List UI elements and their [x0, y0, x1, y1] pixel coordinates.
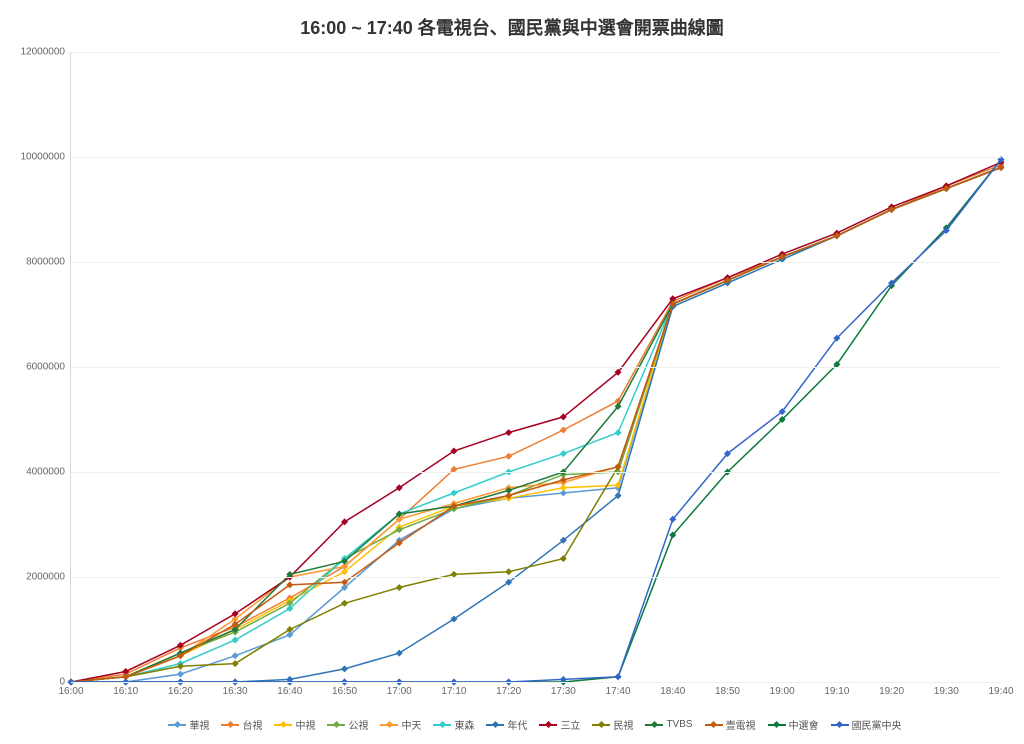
gridline-h [71, 157, 1001, 158]
gridline-h [71, 472, 1001, 473]
legend-item: 壹電視 [705, 717, 756, 732]
series-line [71, 160, 1001, 682]
gridline-h [71, 52, 1001, 53]
legend-swatch [831, 724, 849, 726]
gridline-h [71, 577, 1001, 578]
y-axis-label: 12000000 [21, 47, 72, 58]
series-marker [396, 584, 403, 591]
legend-swatch [168, 724, 186, 726]
legend-swatch [768, 724, 786, 726]
series-marker [177, 671, 184, 678]
legend-item: 東森 [433, 717, 474, 732]
legend-item: 年代 [486, 717, 527, 732]
series-marker [341, 600, 348, 607]
legend-swatch [380, 724, 398, 726]
legend-swatch [705, 724, 723, 726]
y-axis-label: 2000000 [26, 572, 71, 583]
series-marker [450, 490, 457, 497]
x-axis-label: 18:40 [660, 682, 685, 697]
legend-swatch [645, 724, 663, 726]
legend-swatch [486, 724, 504, 726]
legend-label: 中選會 [789, 717, 819, 732]
x-axis-label: 17:20 [496, 682, 521, 697]
chart-container: 16:00 ~ 17:40 各電視台、國民黨與中選會開票曲線圖 02000000… [10, 8, 1014, 736]
legend-item: 中視 [274, 717, 315, 732]
x-axis-label: 16:30 [223, 682, 248, 697]
line-chart-plot: 0200000040000006000000800000010000000120… [70, 52, 1001, 683]
legend-swatch [274, 724, 292, 726]
series-line [71, 160, 1001, 682]
gridline-h [71, 682, 1001, 683]
legend-label: 東森 [454, 717, 474, 732]
series-marker [232, 637, 239, 644]
series-line [71, 165, 1001, 682]
series-marker [505, 568, 512, 575]
legend-item: 華視 [168, 717, 209, 732]
x-axis-label: 17:30 [551, 682, 576, 697]
x-axis-label: 16:50 [332, 682, 357, 697]
chart-legend: 華視 台視 中視 公視 中天 東森 年代 三立 民視 TVBS 壹電視 中選會 國民黨中央 [70, 717, 1000, 732]
series-marker [615, 673, 622, 680]
legend-swatch [221, 724, 239, 726]
series-marker [560, 427, 567, 434]
legend-label: 中天 [401, 717, 421, 732]
series-line [71, 162, 1001, 682]
series-marker [560, 555, 567, 562]
x-axis-label: 17:10 [441, 682, 466, 697]
x-axis-label: 17:00 [387, 682, 412, 697]
legend-item: 台視 [221, 717, 262, 732]
legend-item: 中天 [380, 717, 421, 732]
x-axis-label: 16:00 [58, 682, 83, 697]
x-axis-label: 18:50 [715, 682, 740, 697]
legend-swatch [592, 724, 610, 726]
x-axis-label: 19:20 [879, 682, 904, 697]
legend-label: 國民黨中央 [852, 717, 902, 732]
series-marker [232, 660, 239, 667]
legend-item: 中選會 [768, 717, 819, 732]
x-axis-label: 16:40 [277, 682, 302, 697]
x-axis-label: 16:10 [113, 682, 138, 697]
legend-swatch [433, 724, 451, 726]
legend-swatch [327, 724, 345, 726]
legend-label: 華視 [189, 717, 209, 732]
x-axis-label: 19:30 [934, 682, 959, 697]
y-axis-label: 6000000 [26, 362, 71, 373]
legend-label: 中視 [295, 717, 315, 732]
legend-item: 公視 [327, 717, 368, 732]
y-axis-label: 4000000 [26, 467, 71, 478]
chart-title: 16:00 ~ 17:40 各電視台、國民黨與中選會開票曲線圖 [10, 14, 1014, 40]
legend-item: 國民黨中央 [831, 717, 902, 732]
series-marker [615, 429, 622, 436]
legend-label: 三立 [560, 717, 580, 732]
legend-item: 三立 [539, 717, 580, 732]
x-axis-label: 19:40 [988, 682, 1013, 697]
x-axis-label: 17:40 [606, 682, 631, 697]
x-axis-label: 19:10 [824, 682, 849, 697]
legend-label: 年代 [507, 717, 527, 732]
legend-label: 壹電視 [726, 717, 756, 732]
legend-item: 民視 [592, 717, 633, 732]
legend-label: 台視 [242, 717, 262, 732]
y-axis-label: 8000000 [26, 257, 71, 268]
legend-label: TVBS [666, 719, 692, 730]
series-marker [232, 652, 239, 659]
series-marker [341, 665, 348, 672]
legend-label: 公視 [348, 717, 368, 732]
gridline-h [71, 262, 1001, 263]
series-marker [505, 453, 512, 460]
legend-swatch [539, 724, 557, 726]
legend-label: 民視 [613, 717, 633, 732]
legend-item: TVBS [645, 719, 692, 730]
y-axis-label: 10000000 [21, 152, 72, 163]
series-marker [560, 450, 567, 457]
x-axis-label: 19:00 [770, 682, 795, 697]
series-marker [505, 429, 512, 436]
gridline-h [71, 367, 1001, 368]
x-axis-label: 16:20 [168, 682, 193, 697]
